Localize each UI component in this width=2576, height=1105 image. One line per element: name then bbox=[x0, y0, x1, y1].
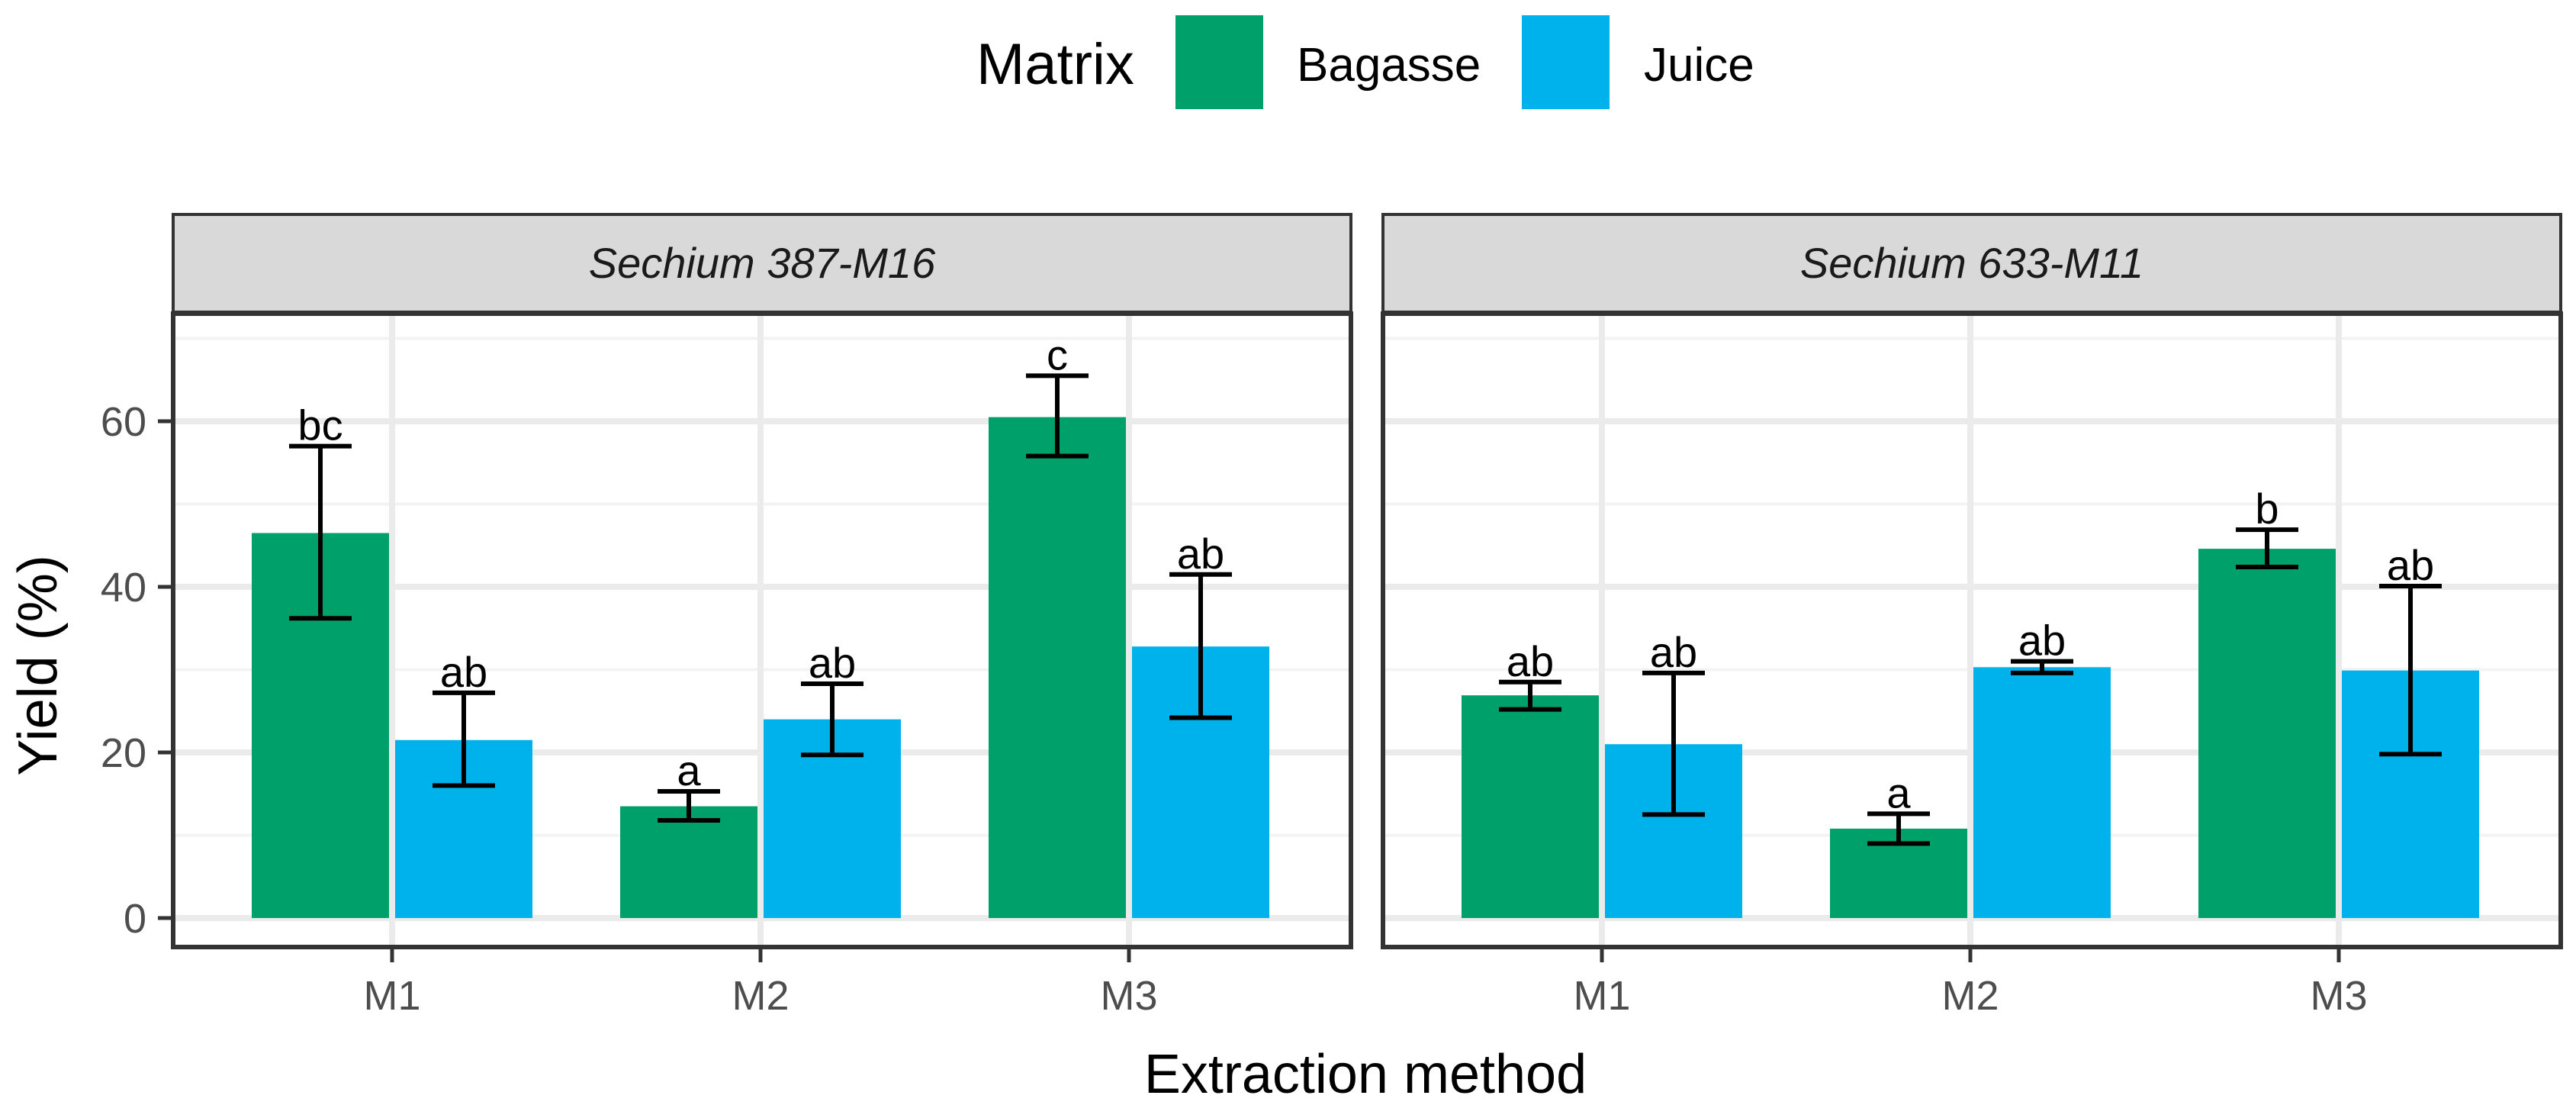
error-bar-juice-m1 bbox=[433, 690, 495, 788]
x-axis-title: Extraction method bbox=[1144, 1044, 1587, 1105]
legend-swatch-bagasse bbox=[1175, 15, 1263, 109]
y-axis-title: Yield (%) bbox=[8, 555, 69, 775]
x-tick-label-m3: M3 bbox=[1100, 973, 1157, 1019]
error-bar-bagasse-m1 bbox=[289, 443, 352, 621]
error-bar-bagasse-m1 bbox=[1499, 679, 1561, 712]
error-bar-bagasse-m2 bbox=[1867, 811, 1930, 846]
significance-label-bagasse-m3: b bbox=[2255, 485, 2279, 533]
significance-label-juice-m1: ab bbox=[1650, 628, 1697, 676]
error-bar-bagasse-m2 bbox=[658, 789, 720, 823]
plot-area: bc a c ab ab ab bbox=[173, 314, 1351, 947]
significance-label-bagasse-m2: a bbox=[677, 746, 701, 794]
panel-border bbox=[1381, 311, 2563, 949]
bar-bagasse-m1 bbox=[1462, 695, 1599, 919]
error-bar-juice-m2 bbox=[801, 681, 863, 758]
x-tick-label-m2: M2 bbox=[1941, 973, 1999, 1019]
y-tick-label: 40 bbox=[101, 565, 146, 610]
x-axis-right: M1 M2 M3 bbox=[1573, 949, 2368, 1019]
y-tick-label: 60 bbox=[101, 399, 146, 445]
error-bar-juice-m2 bbox=[2011, 659, 2073, 675]
legend: Matrix Bagasse Juice bbox=[976, 15, 1754, 109]
strip-label: Sechium 387-M16 bbox=[589, 239, 936, 287]
error-bar-juice-m3 bbox=[2379, 583, 2442, 757]
significance-label-bagasse-m1: bc bbox=[297, 401, 343, 449]
error-bar-juice-m3 bbox=[1169, 572, 1232, 720]
legend-label-bagasse: Bagasse bbox=[1297, 39, 1481, 92]
y-tick-label: 20 bbox=[101, 730, 146, 776]
significance-label-juice-m1: ab bbox=[440, 648, 487, 696]
legend-label-juice: Juice bbox=[1644, 39, 1754, 92]
bar-bagasse-m3 bbox=[2198, 549, 2336, 919]
y-axis: 0 20 40 60 bbox=[101, 399, 171, 942]
strip-box bbox=[1381, 213, 2562, 314]
x-tick-label-m3: M3 bbox=[2310, 973, 2367, 1019]
bar-juice-m2 bbox=[1973, 667, 2111, 919]
error-bar-juice-m1 bbox=[1642, 670, 1705, 817]
error-bar-bagasse-m3 bbox=[2236, 527, 2298, 569]
significance-label-juice-m3: ab bbox=[1177, 530, 1224, 578]
y-tick-label: 0 bbox=[124, 896, 146, 942]
panel-border bbox=[171, 311, 1353, 949]
strip-box bbox=[172, 213, 1352, 314]
significance-label-bagasse-m1: ab bbox=[1507, 637, 1554, 685]
significance-label-bagasse-m3: c bbox=[1047, 330, 1068, 379]
panel-sechium-387-m16: Sechium 387-M16 bc a c ab ab ab bbox=[171, 213, 1353, 949]
legend-title: Matrix bbox=[976, 32, 1134, 97]
significance-label-bagasse-m2: a bbox=[1886, 768, 1911, 817]
bar-bagasse-m3 bbox=[989, 417, 1126, 919]
x-tick-label-m1: M1 bbox=[363, 973, 420, 1019]
strip-label: Sechium 633-M11 bbox=[1800, 239, 2143, 287]
significance-label-juice-m2: ab bbox=[2018, 617, 2066, 665]
significance-label-juice-m3: ab bbox=[2387, 541, 2434, 589]
significance-label-juice-m2: ab bbox=[809, 639, 856, 687]
x-tick-label-m1: M1 bbox=[1573, 973, 1630, 1019]
error-bar-bagasse-m3 bbox=[1026, 373, 1089, 459]
x-axis-left: M1 M2 M3 bbox=[363, 949, 1158, 1019]
x-tick-label-m2: M2 bbox=[732, 973, 789, 1019]
bar-bagasse-m2 bbox=[620, 806, 757, 919]
legend-swatch-juice bbox=[1522, 15, 1610, 109]
